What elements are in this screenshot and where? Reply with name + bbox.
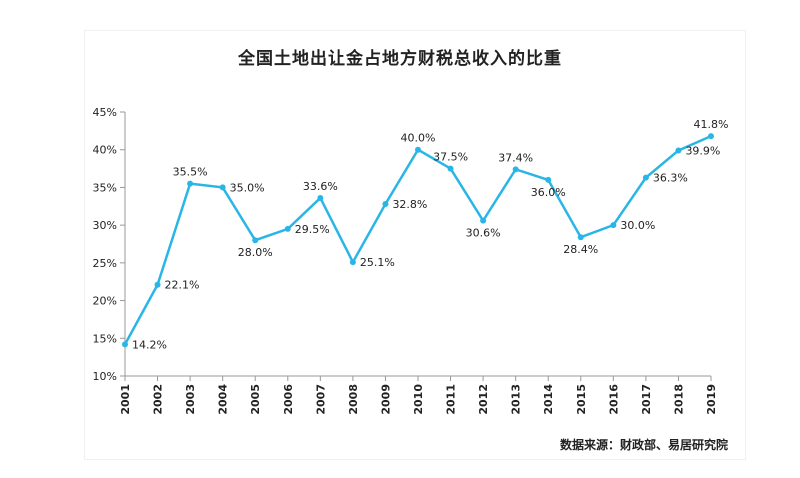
x-tick-label: 2013 [510, 384, 523, 415]
y-tick-label: 40% [93, 144, 117, 157]
data-point [382, 201, 389, 208]
data-label: 33.6% [303, 180, 338, 193]
data-label: 30.0% [620, 219, 655, 232]
data-point [154, 281, 161, 288]
data-point [284, 225, 291, 232]
x-tick-label: 2017 [640, 384, 653, 415]
data-point [349, 259, 356, 266]
y-tick-label: 45% [93, 106, 117, 119]
data-label: 39.9% [685, 144, 720, 157]
y-tick-label: 10% [93, 370, 117, 383]
x-tick-label: 2008 [347, 384, 360, 415]
data-point [447, 165, 454, 172]
x-tick-label: 2011 [445, 384, 458, 415]
chart-title: 全国土地出让金占地方财税总收入的比重 [238, 49, 562, 69]
data-label: 40.0% [401, 132, 436, 145]
data-point [219, 184, 226, 191]
data-point [252, 237, 259, 244]
data-point [187, 180, 194, 187]
data-point [610, 222, 617, 229]
data-label: 14.2% [132, 338, 167, 351]
data-source-note: 数据来源：财政部、易居研究院 [560, 438, 729, 452]
x-tick-label: 2018 [672, 384, 685, 415]
data-label: 41.8% [694, 118, 729, 131]
data-label: 28.4% [563, 243, 598, 256]
data-label: 29.5% [295, 223, 330, 236]
x-tick-label: 2012 [477, 384, 490, 415]
data-label: 30.6% [466, 227, 501, 240]
data-label: 28.0% [238, 246, 273, 259]
data-label: 25.1% [360, 256, 395, 269]
x-tick-label: 2007 [314, 384, 327, 415]
x-tick-label: 2019 [705, 384, 718, 415]
data-point [577, 234, 584, 241]
x-tick-label: 2009 [379, 384, 392, 415]
chart-frame [84, 30, 746, 460]
x-tick-label: 2016 [607, 384, 620, 415]
y-tick-label: 30% [93, 219, 117, 232]
data-label: 37.5% [433, 151, 468, 164]
data-point [415, 146, 421, 153]
x-tick-label: 2005 [249, 384, 262, 415]
y-tick-label: 35% [93, 181, 117, 194]
data-label: 36.0% [531, 186, 566, 199]
data-point [545, 176, 552, 183]
x-tick-label: 2004 [217, 384, 230, 415]
x-tick-label: 2001 [119, 384, 132, 415]
x-tick-label: 2006 [282, 384, 295, 415]
x-tick-label: 2010 [412, 384, 425, 415]
y-tick-label: 25% [93, 257, 117, 270]
data-point [317, 194, 324, 201]
x-tick-label: 2014 [542, 384, 555, 415]
data-label: 37.4% [498, 151, 533, 164]
data-point [642, 174, 649, 181]
data-label: 32.8% [392, 198, 427, 211]
x-tick-label: 2003 [184, 384, 197, 415]
data-label: 36.3% [653, 172, 688, 185]
y-tick-label: 20% [93, 295, 117, 308]
x-tick-label: 2002 [152, 384, 165, 415]
data-label: 35.0% [230, 181, 265, 194]
series-line [123, 134, 712, 345]
data-point [122, 341, 128, 348]
data-point [708, 133, 714, 140]
y-tick-label: 15% [93, 332, 117, 345]
data-point [512, 166, 519, 173]
data-label: 22.1% [165, 279, 200, 292]
data-point [675, 147, 682, 154]
data-label: 35.5% [173, 166, 208, 179]
x-tick-label: 2015 [575, 384, 588, 415]
data-point [480, 217, 487, 224]
